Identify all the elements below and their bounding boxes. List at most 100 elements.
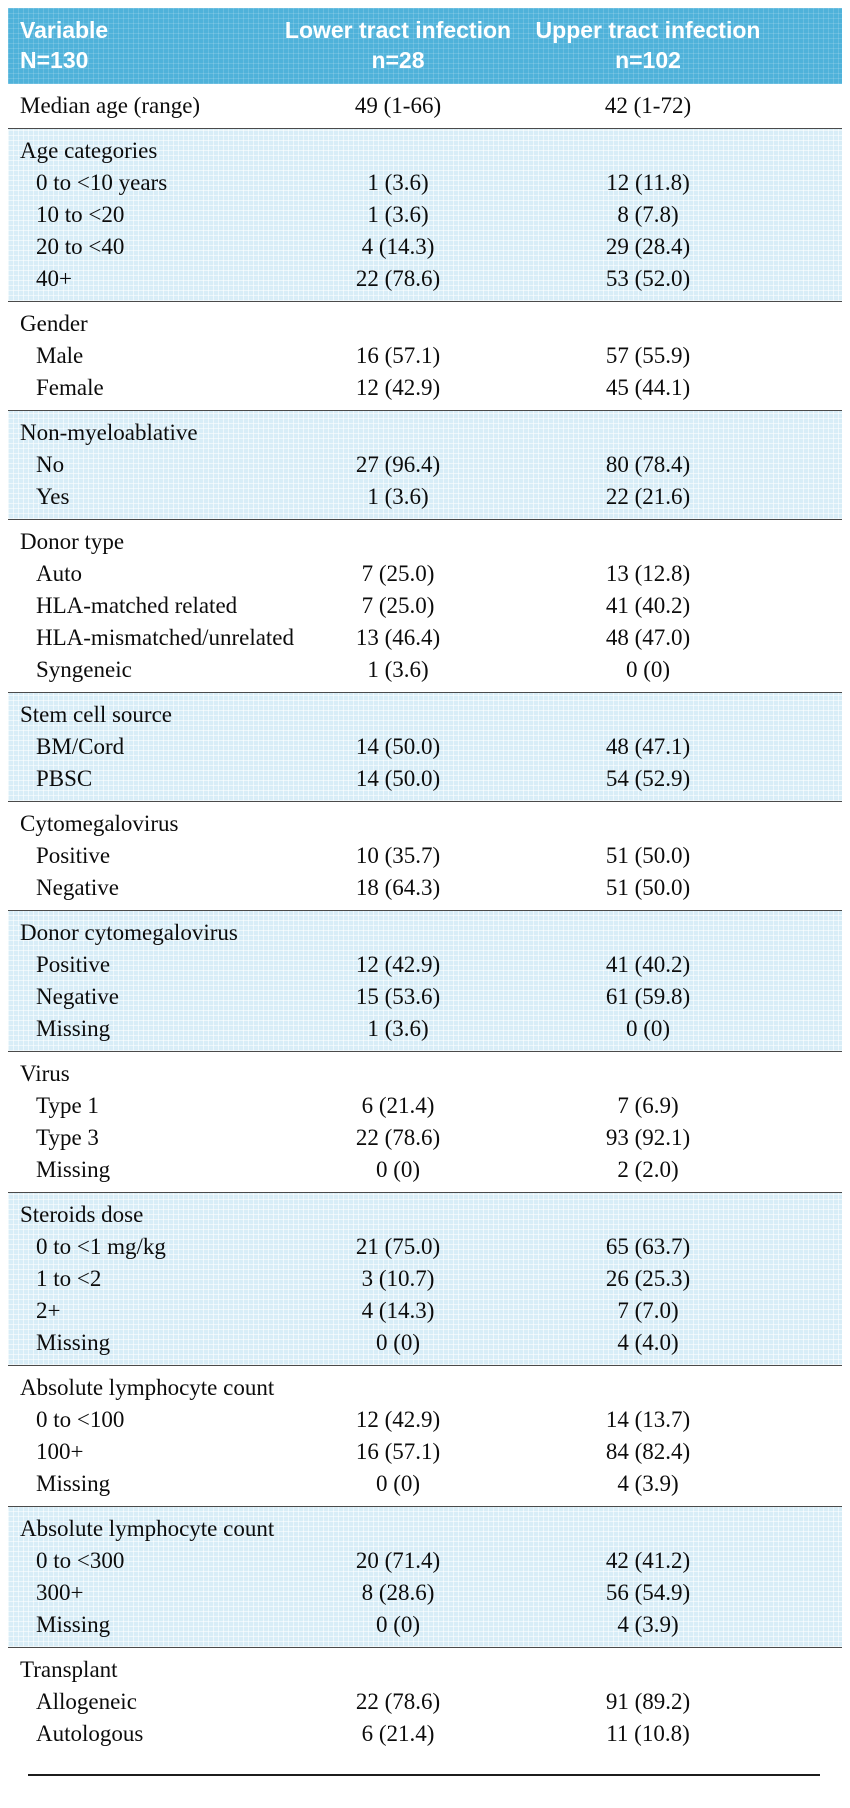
lower-tract-value-cell	[273, 1654, 523, 1686]
lower-tract-value-cell: 21 (75.0)	[355, 1234, 441, 1259]
table-row: 20 to <40 4 (14.3) 29 (28.4)	[8, 231, 842, 263]
upper-tract-value-cell	[523, 308, 773, 340]
variable-cell: Steroids dose	[20, 1202, 144, 1227]
table-row: Female 12 (42.9) 45 (44.1)	[8, 372, 842, 404]
table-row: Absolute lymphocyte count	[8, 1513, 842, 1545]
group-band: Cytomegalovirus Positive 10 (35.7) 51 (50.0…	[8, 801, 842, 910]
group-band: Virus Type 1 6 (21.4) 7 (6.9) Type 3 22 (78.6…	[8, 1051, 842, 1192]
table-row: 300+ 8 (28.6) 56 (54.9)	[8, 1577, 842, 1609]
lower-tract-value-cell: 6 (21.4)	[361, 1093, 435, 1118]
upper-tract-value-cell: 0 (0)	[625, 657, 671, 682]
upper-tract-value-cell: 13 (12.8)	[605, 561, 691, 586]
table-row: 2+ 4 (14.3) 7 (7.0)	[8, 1295, 842, 1327]
upper-tract-value-cell: 45 (44.1)	[605, 375, 691, 400]
lower-tract-value-cell: 6 (21.4)	[361, 1721, 435, 1746]
upper-tract-value-cell: 48 (47.1)	[605, 734, 691, 759]
upper-tract-value-cell	[523, 135, 773, 167]
variable-cell: Transplant	[20, 1657, 118, 1682]
upper-tract-value-cell: 11 (10.8)	[606, 1721, 690, 1746]
upper-tract-value-cell: 42 (41.2)	[605, 1548, 691, 1573]
table-row: Steroids dose	[8, 1199, 842, 1231]
table-row: Donor type	[8, 526, 842, 558]
lower-tract-value-cell: 1 (3.6)	[367, 170, 429, 195]
lower-tract-value-cell	[273, 1372, 523, 1404]
upper-tract-value-cell	[523, 1654, 773, 1686]
variable-cell: 2+	[36, 1298, 61, 1323]
table-row: Type 1 6 (21.4) 7 (6.9)	[8, 1090, 842, 1122]
upper-tract-value-cell: 0 (0)	[625, 1016, 671, 1041]
upper-tract-value-cell	[523, 808, 773, 840]
variable-cell: 100+	[36, 1439, 84, 1464]
table-row: Negative 18 (64.3) 51 (50.0)	[8, 872, 842, 904]
lower-tract-value-cell: 22 (78.6)	[355, 266, 441, 291]
upper-tract-value-cell: 4 (3.9)	[617, 1471, 679, 1496]
table-row: No 27 (96.4) 80 (78.4)	[8, 449, 842, 481]
table-row: Yes 1 (3.6) 22 (21.6)	[8, 481, 842, 513]
variable-cell: 0 to <100	[36, 1407, 125, 1432]
lower-tract-value-cell: 4 (14.3)	[361, 234, 435, 259]
table-row: Positive 10 (35.7) 51 (50.0)	[8, 840, 842, 872]
table-row: Gender	[8, 308, 842, 340]
group-band: Absolute lymphocyte count 0 to <300 20 (71…	[8, 1506, 842, 1647]
group-band: Donor cytomegalovirus Positive 12 (42.9) 41…	[8, 910, 842, 1051]
upper-tract-value-cell	[523, 1513, 773, 1545]
header-variable-label: Variable	[20, 17, 109, 43]
group-band: Median age (range) 49 (1-66) 42 (1-72)	[8, 84, 842, 128]
table-row: 1 to <2 3 (10.7) 26 (25.3)	[8, 1263, 842, 1295]
upper-tract-value-cell: 80 (78.4)	[605, 452, 691, 477]
table-row: Donor cytomegalovirus	[8, 917, 842, 949]
upper-tract-value-cell	[523, 1199, 773, 1231]
group-band: Gender Male 16 (57.1) 57 (55.9) Female 12 (42…	[8, 301, 842, 410]
upper-tract-value-cell: 91 (89.2)	[605, 1689, 691, 1714]
upper-tract-value-cell: 65 (63.7)	[605, 1234, 691, 1259]
lower-tract-value-cell: 1 (3.6)	[367, 202, 429, 227]
lower-tract-value-cell	[273, 308, 523, 340]
variable-cell: Type 3	[36, 1125, 99, 1150]
variable-cell: Absolute lymphocyte count	[20, 1516, 275, 1541]
lower-tract-value-cell: 0 (0)	[375, 1471, 421, 1496]
variable-cell: BM/Cord	[36, 734, 125, 759]
lower-tract-value-cell: 14 (50.0)	[355, 734, 441, 759]
lower-tract-value-cell	[273, 917, 523, 949]
header-lower-cell: Lower tract infection n=28	[273, 15, 523, 75]
upper-tract-value-cell: 14 (13.7)	[605, 1407, 691, 1432]
table-row: Positive 12 (42.9) 41 (40.2)	[8, 949, 842, 981]
upper-tract-value-cell: 22 (21.6)	[605, 484, 691, 509]
lower-tract-value-cell: 8 (28.6)	[361, 1580, 435, 1605]
upper-tract-value-cell: 51 (50.0)	[605, 875, 691, 900]
table-row: Auto 7 (25.0) 13 (12.8)	[8, 558, 842, 590]
header-upper-cell: Upper tract infection n=102	[523, 15, 773, 75]
variable-cell: 0 to <10 years	[36, 170, 168, 195]
lower-tract-value-cell: 10 (35.7)	[355, 843, 441, 868]
upper-tract-value-cell: 26 (25.3)	[605, 1266, 691, 1291]
table-row: Missing 0 (0) 2 (2.0)	[8, 1154, 842, 1186]
table-row: 0 to <1 mg/kg 21 (75.0) 65 (63.7)	[8, 1231, 842, 1263]
variable-cell: Median age (range)	[20, 93, 201, 118]
table-row: Age categories	[8, 135, 842, 167]
header-variable-n: N=130	[20, 47, 89, 73]
characteristics-table: Variable N=130 Lower tract infection n=2…	[8, 8, 842, 1756]
variable-cell: Autologous	[36, 1721, 144, 1746]
lower-tract-value-cell: 18 (64.3)	[355, 875, 441, 900]
upper-tract-value-cell: 4 (4.0)	[617, 1330, 679, 1355]
variable-cell: 10 to <20	[36, 202, 125, 227]
table-row: 40+ 22 (78.6) 53 (52.0)	[8, 263, 842, 295]
lower-tract-value-cell: 49 (1-66)	[354, 93, 442, 118]
variable-cell: HLA-matched related	[36, 593, 238, 618]
upper-tract-value-cell: 53 (52.0)	[605, 266, 691, 291]
table-row: HLA-matched related 7 (25.0) 41 (40.2)	[8, 590, 842, 622]
variable-cell: Missing	[36, 1471, 111, 1496]
upper-tract-value-cell: 2 (2.0)	[617, 1157, 679, 1182]
table-row: Type 3 22 (78.6) 93 (92.1)	[8, 1122, 842, 1154]
header-upper-n: n=102	[615, 47, 681, 73]
upper-tract-value-cell: 29 (28.4)	[605, 234, 691, 259]
upper-tract-value-cell: 41 (40.2)	[605, 593, 691, 618]
variable-cell: Non-myeloablative	[20, 420, 198, 445]
upper-tract-value-cell: 56 (54.9)	[605, 1580, 691, 1605]
variable-cell: 1 to <2	[36, 1266, 102, 1291]
upper-tract-value-cell: 4 (3.9)	[617, 1612, 679, 1637]
header-lower-label: Lower tract infection	[284, 17, 512, 43]
variable-cell: Donor cytomegalovirus	[20, 920, 238, 945]
lower-tract-value-cell	[273, 808, 523, 840]
variable-cell: Missing	[36, 1016, 111, 1041]
